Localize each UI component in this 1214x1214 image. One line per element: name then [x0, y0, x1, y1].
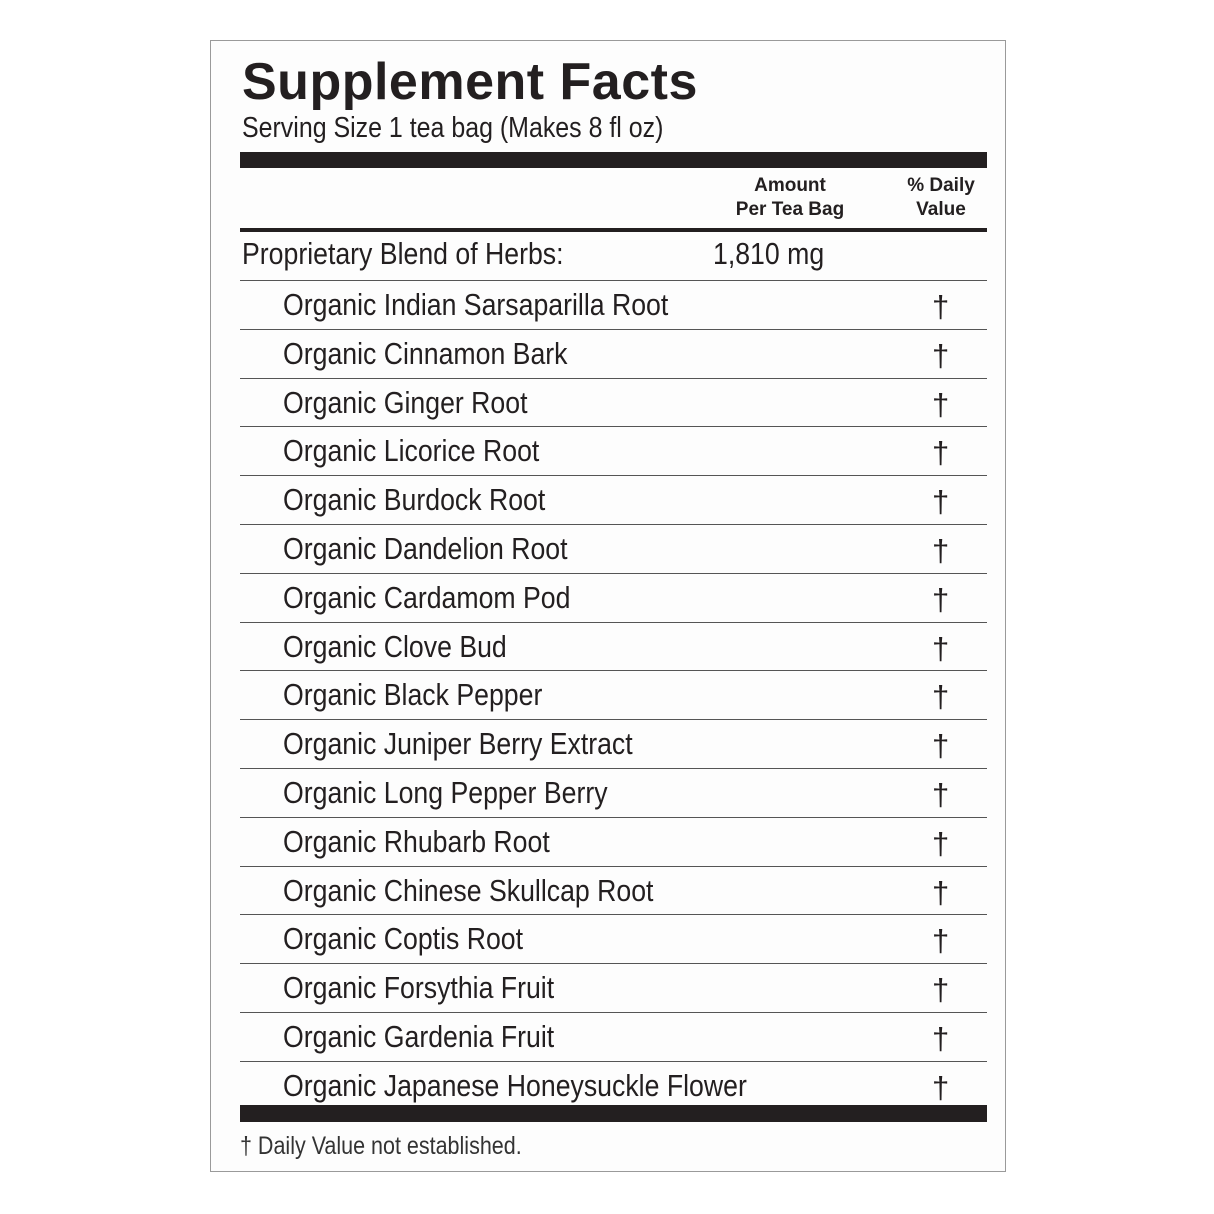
- ingredient-name: Organic Cinnamon Bark: [283, 335, 568, 371]
- ingredient-row: Organic Burdock Root †: [240, 476, 987, 525]
- ingredient-name: Organic Juniper Berry Extract: [283, 726, 633, 762]
- ingredient-name: Organic Indian Sarsaparilla Root: [283, 287, 669, 322]
- daily-value-dagger: †: [932, 825, 950, 861]
- daily-value-dagger: †: [932, 777, 950, 812]
- ingredient-name: Organic Long Pepper Berry: [283, 775, 608, 810]
- ingredient-name: Organic Rhubarb Root: [283, 823, 550, 859]
- thick-divider-bottom: [240, 1105, 987, 1122]
- daily-value-dagger: †: [932, 1021, 950, 1056]
- blend-amount: 1,810 mg: [713, 236, 825, 271]
- daily-value-header: % Daily Value: [907, 175, 975, 220]
- ingredient-row: Organic Black Pepper †: [240, 671, 987, 721]
- ingredient-row: Organic Gardenia Fruit †: [240, 1013, 987, 1062]
- ingredient-row: Organic Dandelion Root †: [240, 525, 987, 574]
- blend-row: [240, 232, 987, 281]
- ingredient-name: Organic Gardenia Fruit: [283, 1019, 555, 1054]
- ingredient-row: Organic Japanese Honeysuckle Flower †: [240, 1062, 987, 1111]
- daily-value-dagger: †: [932, 728, 950, 764]
- ingredient-row: Organic Juniper Berry Extract †: [240, 720, 987, 769]
- daily-value-dagger: †: [932, 289, 950, 324]
- serving-size: Serving Size 1 tea bag (Makes 8 fl oz): [242, 112, 664, 144]
- ingredient-row: Organic Long Pepper Berry †: [240, 769, 987, 818]
- ingredient-name: Organic Licorice Root: [283, 433, 540, 469]
- ingredient-name: Organic Black Pepper: [283, 677, 543, 713]
- ingredient-row: Organic Licorice Root †: [240, 427, 987, 477]
- daily-value-dagger: †: [932, 581, 950, 617]
- ingredient-row: Organic Rhubarb Root †: [240, 818, 987, 867]
- ingredient-row: Organic Cardamom Pod †: [240, 574, 987, 623]
- ingredient-row: Organic Clove Bud †: [240, 623, 987, 672]
- ingredient-name: Organic Cardamom Pod: [283, 579, 571, 615]
- ingredient-row: Organic Coptis Root †: [240, 915, 987, 965]
- ingredient-name: Organic Coptis Root: [283, 921, 524, 957]
- blend-label: Proprietary Blend of Herbs:: [242, 236, 564, 271]
- footnote: † Daily Value not established.: [240, 1132, 522, 1160]
- daily-value-dagger: †: [932, 533, 950, 568]
- daily-value-dagger: †: [932, 484, 950, 520]
- ingredient-row: Organic Chinese Skullcap Root †: [240, 867, 987, 916]
- ingredient-name: Organic Clove Bud: [283, 628, 507, 664]
- daily-value-dagger: †: [932, 435, 950, 471]
- ingredient-row: Organic Indian Sarsaparilla Root †: [240, 281, 987, 330]
- daily-value-dagger: †: [932, 972, 950, 1008]
- ingredient-row: Organic Ginger Root †: [240, 379, 987, 428]
- daily-value-dagger: †: [932, 337, 950, 373]
- daily-value-dagger: †: [932, 1069, 950, 1105]
- header-divider: [240, 228, 987, 232]
- ingredient-name: Organic Chinese Skullcap Root: [283, 872, 654, 908]
- ingredient-name: Organic Dandelion Root: [283, 531, 568, 566]
- daily-value-dagger: †: [932, 923, 950, 959]
- ingredient-name: Organic Burdock Root: [283, 482, 546, 518]
- ingredient-row: Organic Cinnamon Bark †: [240, 330, 987, 379]
- daily-value-dagger: †: [932, 679, 950, 715]
- ingredient-name: Organic Ginger Root: [283, 384, 528, 420]
- ingredient-name: Organic Forsythia Fruit: [283, 970, 555, 1006]
- ingredient-name: Organic Japanese Honeysuckle Flower: [283, 1067, 747, 1103]
- daily-value-dagger: †: [932, 874, 950, 910]
- amount-header: Amount Per Tea Bag: [735, 175, 845, 220]
- ingredient-row: Organic Forsythia Fruit †: [240, 964, 987, 1013]
- daily-value-dagger: †: [932, 630, 950, 666]
- daily-value-dagger: †: [932, 386, 950, 422]
- thick-divider: [240, 152, 987, 168]
- panel-title: Supplement Facts: [242, 53, 698, 111]
